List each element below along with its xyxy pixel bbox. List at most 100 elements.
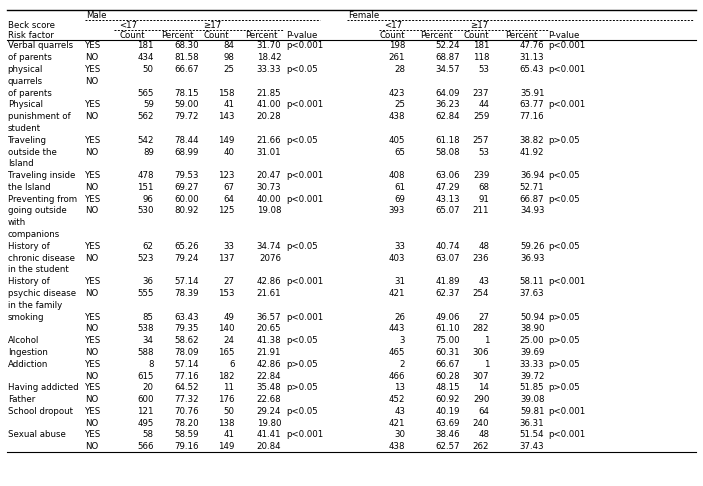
Text: in the student: in the student <box>8 265 68 275</box>
Text: 33: 33 <box>394 242 405 251</box>
Text: p>0.05: p>0.05 <box>548 336 579 345</box>
Text: 33: 33 <box>224 242 234 251</box>
Text: Beck score: Beck score <box>8 21 55 31</box>
Text: 27: 27 <box>478 312 489 322</box>
Text: 62.37: 62.37 <box>436 289 460 298</box>
Text: 259: 259 <box>473 112 489 121</box>
Text: 89: 89 <box>143 148 154 156</box>
Text: 39.69: 39.69 <box>520 348 544 357</box>
Text: 6: 6 <box>229 360 234 369</box>
Text: 262: 262 <box>473 442 489 451</box>
Text: 26: 26 <box>394 312 405 322</box>
Text: 405: 405 <box>389 136 405 145</box>
Text: 63.69: 63.69 <box>436 418 460 428</box>
Text: 38.82: 38.82 <box>520 136 544 145</box>
Text: 181: 181 <box>137 41 154 51</box>
Text: <17: <17 <box>385 21 403 31</box>
Text: 78.20: 78.20 <box>174 418 198 428</box>
Text: 140: 140 <box>218 324 234 333</box>
Text: 13: 13 <box>394 383 405 392</box>
Text: 121: 121 <box>137 407 154 416</box>
Text: p<0.001: p<0.001 <box>286 101 323 109</box>
Text: Percent: Percent <box>420 32 453 40</box>
Text: 282: 282 <box>473 324 489 333</box>
Text: 290: 290 <box>473 395 489 404</box>
Text: 59.26: 59.26 <box>520 242 544 251</box>
Text: YES: YES <box>85 407 101 416</box>
Text: 151: 151 <box>137 183 154 192</box>
Text: 41.38: 41.38 <box>257 336 281 345</box>
Text: 60.31: 60.31 <box>436 348 460 357</box>
Text: 149: 149 <box>218 136 234 145</box>
Text: 18.42: 18.42 <box>257 53 281 62</box>
Text: 452: 452 <box>389 395 405 404</box>
Text: 64: 64 <box>224 195 234 204</box>
Text: p<0.05: p<0.05 <box>548 171 579 180</box>
Text: 31.13: 31.13 <box>520 53 544 62</box>
Text: 123: 123 <box>218 171 234 180</box>
Text: 538: 538 <box>137 324 154 333</box>
Text: 118: 118 <box>473 53 489 62</box>
Text: p<0.001: p<0.001 <box>548 277 585 286</box>
Text: 24: 24 <box>224 336 234 345</box>
Text: 1: 1 <box>484 360 489 369</box>
Text: NO: NO <box>85 183 98 192</box>
Text: 78.09: 78.09 <box>174 348 198 357</box>
Text: 423: 423 <box>389 88 405 98</box>
Text: 20.47: 20.47 <box>257 171 281 180</box>
Text: NO: NO <box>85 77 98 86</box>
Text: p>0.05: p>0.05 <box>286 383 318 392</box>
Text: of parents: of parents <box>8 53 51 62</box>
Text: 62: 62 <box>143 242 154 251</box>
Text: YES: YES <box>85 360 101 369</box>
Text: 523: 523 <box>137 254 154 262</box>
Text: 240: 240 <box>473 418 489 428</box>
Text: 28: 28 <box>394 65 405 74</box>
Text: P-value: P-value <box>286 32 318 40</box>
Text: 19.80: 19.80 <box>257 418 281 428</box>
Text: 43.13: 43.13 <box>436 195 460 204</box>
Text: 66.87: 66.87 <box>520 195 544 204</box>
Text: 239: 239 <box>473 171 489 180</box>
Text: 63.43: 63.43 <box>174 312 198 322</box>
Text: Island: Island <box>8 159 33 168</box>
Text: 143: 143 <box>218 112 234 121</box>
Text: 11: 11 <box>224 383 234 392</box>
Text: smoking: smoking <box>8 312 44 322</box>
Text: NO: NO <box>85 207 98 215</box>
Text: physical: physical <box>8 65 43 74</box>
Text: 64.52: 64.52 <box>174 383 198 392</box>
Text: 70.76: 70.76 <box>174 407 198 416</box>
Text: 61.18: 61.18 <box>436 136 460 145</box>
Text: 60.00: 60.00 <box>174 195 198 204</box>
Text: student: student <box>8 124 41 133</box>
Text: 78.15: 78.15 <box>174 88 198 98</box>
Text: 50: 50 <box>224 407 234 416</box>
Text: Risk factor: Risk factor <box>8 32 53 40</box>
Text: ≥17: ≥17 <box>470 21 489 31</box>
Text: 91: 91 <box>479 195 489 204</box>
Text: 565: 565 <box>137 88 154 98</box>
Text: 96: 96 <box>143 195 154 204</box>
Text: 68.87: 68.87 <box>436 53 460 62</box>
Text: 66.67: 66.67 <box>436 360 460 369</box>
Text: 65.26: 65.26 <box>174 242 198 251</box>
Text: 36.93: 36.93 <box>520 254 544 262</box>
Text: 25.00: 25.00 <box>520 336 544 345</box>
Text: 40.74: 40.74 <box>436 242 460 251</box>
Text: 2076: 2076 <box>259 254 281 262</box>
Text: NO: NO <box>85 371 98 381</box>
Text: NO: NO <box>85 289 98 298</box>
Text: 35.48: 35.48 <box>257 383 281 392</box>
Text: 59: 59 <box>143 101 154 109</box>
Text: 237: 237 <box>473 88 489 98</box>
Text: 495: 495 <box>137 418 154 428</box>
Text: 64: 64 <box>478 407 489 416</box>
Text: 41.92: 41.92 <box>520 148 544 156</box>
Text: 62.57: 62.57 <box>436 442 460 451</box>
Text: p>0.05: p>0.05 <box>548 360 579 369</box>
Text: 566: 566 <box>137 442 154 451</box>
Text: 37.63: 37.63 <box>520 289 544 298</box>
Text: 36: 36 <box>143 277 154 286</box>
Text: 138: 138 <box>218 418 234 428</box>
